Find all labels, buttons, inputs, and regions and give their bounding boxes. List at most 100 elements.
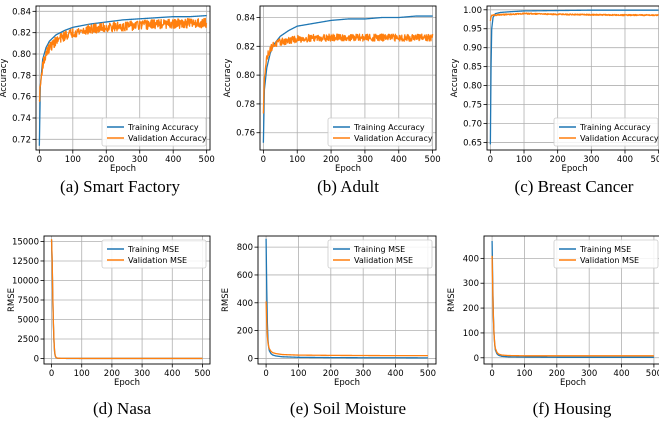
x-tick-label: 500	[424, 155, 440, 165]
x-tick-label: 400	[165, 155, 181, 165]
y-tick-label: 200	[237, 327, 253, 337]
legend-label: Training MSE	[579, 245, 631, 254]
x-tick-label: 0	[263, 369, 268, 379]
subfigure-caption: (b) Adult	[317, 177, 379, 196]
series-line-training-accuracy	[262, 15, 433, 143]
legend-label: Training Accuracy	[353, 123, 425, 132]
series-line-validation-accuracy	[38, 17, 208, 102]
legend-label: Validation Accuracy	[128, 134, 207, 143]
x-tick-label: 300	[583, 155, 599, 165]
chart-panel-5: 0 100 200 300 400 500 0 100 200 300 400 Training MS…	[447, 235, 659, 418]
plot-frame	[43, 235, 211, 365]
y-axis-label: Accuracy	[0, 59, 9, 98]
y-axis-label: RMSE	[7, 288, 17, 312]
legend	[553, 117, 659, 147]
y-tick-label: 7500	[17, 296, 39, 306]
legend	[553, 239, 659, 269]
x-tick-label: 500	[420, 369, 436, 379]
x-axis-label: Epoch	[335, 164, 361, 174]
x-tick-label: 400	[617, 155, 633, 165]
y-tick-label: 0	[248, 354, 253, 364]
x-axis-label: Epoch	[110, 164, 136, 174]
y-tick-label: 0.74	[12, 114, 31, 124]
subfigure-caption: (d) Nasa	[93, 399, 152, 418]
legend-label: Training MSE	[353, 245, 405, 254]
x-tick-label: 300	[355, 369, 371, 379]
subfigure-caption: (e) Soil Moisture	[290, 399, 406, 418]
y-tick-label: 0.76	[12, 93, 31, 103]
y-tick-label: 0.80	[12, 50, 31, 60]
x-tick-label: 300	[581, 369, 597, 379]
x-tick-label: 400	[164, 369, 180, 379]
x-tick-label: 200	[104, 369, 120, 379]
legend	[101, 239, 207, 269]
x-tick-label: 500	[651, 155, 659, 165]
y-tick-label: 0.70	[463, 119, 482, 129]
legend-label: Validation MSE	[354, 256, 413, 265]
y-tick-label: 0.90	[463, 44, 482, 54]
x-tick-label: 100	[65, 155, 81, 165]
x-tick-label: 100	[290, 369, 306, 379]
series-line-training-accuracy	[489, 9, 659, 145]
y-axis-label: RMSE	[447, 288, 457, 312]
subfigure-caption: (f) Housing	[533, 399, 612, 418]
x-tick-label: 500	[194, 369, 210, 379]
y-tick-label: 0.78	[236, 100, 255, 110]
x-tick-label: 500	[199, 155, 215, 165]
x-tick-label: 300	[134, 369, 150, 379]
y-tick-label: 0	[34, 355, 39, 365]
y-tick-label: 0.65	[463, 138, 482, 148]
legend	[101, 117, 207, 147]
legend	[327, 117, 433, 147]
x-tick-label: 200	[98, 155, 114, 165]
y-tick-label: 0.82	[236, 42, 255, 52]
y-tick-label: 0.78	[12, 71, 31, 81]
legend-label: Training MSE	[127, 245, 179, 254]
subfigure-caption: (c) Breast Cancer	[515, 177, 634, 196]
y-tick-label: 0.82	[12, 29, 31, 39]
x-tick-label: 100	[516, 155, 532, 165]
x-tick-label: 400	[391, 155, 407, 165]
y-tick-label: 400	[463, 254, 479, 264]
x-axis-label: Epoch	[114, 378, 140, 388]
y-tick-label: 0.84	[236, 14, 255, 24]
y-tick-label: 12500	[12, 257, 39, 267]
x-tick-label: 300	[132, 155, 148, 165]
chart-panel-1: 0 100 200 300 400 500 0.76 0.78 0.80 0.82 0.84 Trai…	[223, 5, 441, 196]
legend-label: Validation Accuracy	[580, 134, 659, 143]
series-line-validation-mse	[265, 301, 429, 357]
y-tick-label: 800	[237, 243, 253, 253]
y-tick-label: 0.80	[236, 71, 255, 81]
y-tick-label: 0.95	[463, 25, 482, 35]
x-tick-label: 0	[489, 369, 494, 379]
legend-label: Training Accuracy	[127, 123, 199, 132]
y-tick-label: 0.72	[12, 135, 31, 145]
y-tick-label: 5000	[17, 316, 39, 326]
x-tick-label: 100	[74, 369, 90, 379]
y-tick-label: 10000	[12, 276, 39, 286]
y-tick-label: 300	[463, 279, 479, 289]
y-tick-label: 600	[237, 271, 253, 281]
subfigure-caption: (a) Smart Factory	[60, 177, 180, 196]
y-tick-label: 0.76	[236, 129, 255, 139]
legend-label: Validation MSE	[580, 256, 639, 265]
y-tick-label: 0.85	[463, 63, 482, 73]
y-tick-label: 0.75	[463, 101, 482, 111]
y-tick-label: 100	[463, 329, 479, 339]
x-tick-label: 0	[49, 369, 54, 379]
series-line-training-mse	[265, 238, 429, 359]
chart-panel-4: 0 100 200 300 400 500 0 200 400 600 800 Training MS…	[221, 235, 437, 418]
x-tick-label: 200	[323, 155, 339, 165]
plot-frame	[483, 235, 659, 365]
x-tick-label: 400	[387, 369, 403, 379]
y-tick-label: 0.84	[12, 7, 31, 17]
legend-label: Training Accuracy	[579, 123, 651, 132]
series-line-training-mse	[491, 240, 655, 358]
x-tick-label: 0	[488, 155, 493, 165]
y-axis-label: Accuracy	[450, 59, 460, 98]
y-tick-label: 2500	[17, 335, 39, 345]
x-tick-label: 0	[261, 155, 266, 165]
y-tick-label: 400	[237, 299, 253, 309]
series-line-validation-accuracy	[489, 12, 659, 21]
